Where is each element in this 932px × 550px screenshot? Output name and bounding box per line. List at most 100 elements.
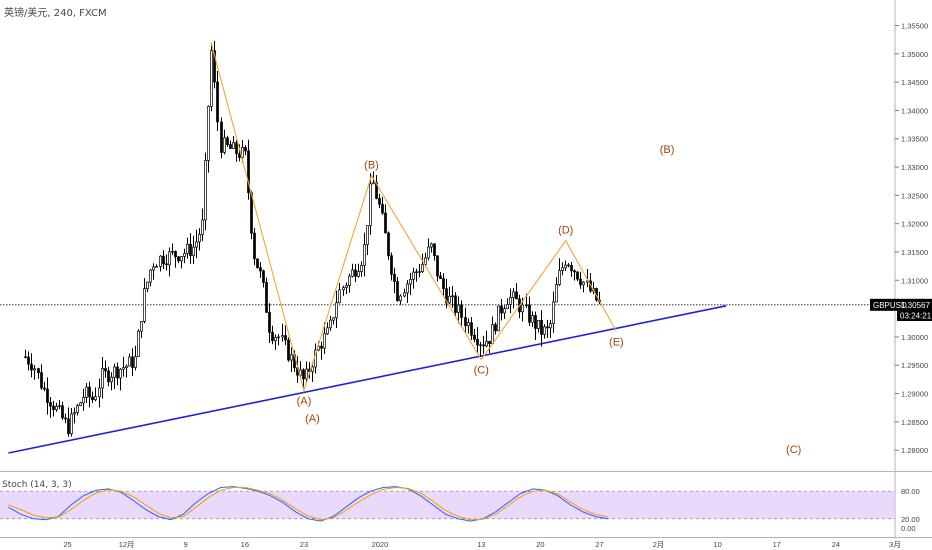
candle-body (473, 334, 476, 340)
x-tick-label: 25 (63, 540, 71, 549)
candle-body (464, 317, 467, 327)
stoch-title: Stoch (14, 3, 3) (2, 480, 72, 490)
candle-body (79, 402, 82, 406)
candle-body (430, 243, 433, 248)
candle-body (479, 344, 482, 347)
candle-body (549, 323, 552, 329)
candle-body (454, 295, 457, 313)
candle-body (113, 366, 116, 378)
candle-body (110, 376, 113, 383)
x-tick-label: 13 (477, 540, 485, 549)
x-tick-label: 16 (241, 540, 249, 549)
candle-body (216, 81, 219, 123)
symbol-title: 英镑/美元, 240, FXCM (4, 8, 107, 19)
stoch-y-tick-label: 20.00 (901, 515, 920, 524)
candle-body (332, 317, 335, 321)
candle-body (198, 234, 201, 243)
candle-body (238, 153, 241, 158)
candle-body (85, 386, 88, 398)
candle-body (152, 266, 155, 271)
candle-body (512, 291, 515, 298)
candle-body (253, 232, 256, 260)
stoch-band (0, 491, 895, 519)
candle-body (351, 269, 354, 277)
candle-body (64, 417, 67, 420)
candle-body (274, 337, 277, 342)
candle-body (491, 324, 494, 345)
trendline (8, 304, 727, 454)
candle-body (558, 270, 561, 285)
candle-body (357, 271, 360, 277)
candle-body (186, 243, 189, 254)
x-tick-label: 17 (773, 540, 781, 549)
candle-body (265, 282, 268, 313)
y-tick-label: 1.28000 (901, 446, 928, 455)
candle-body (564, 264, 567, 269)
candle-body (521, 304, 524, 313)
candle-body (180, 256, 183, 262)
candle-body (305, 368, 308, 380)
candle-body (470, 322, 473, 336)
candle-body (531, 315, 534, 323)
y-tick-label: 1.28500 (901, 418, 928, 427)
candle-body (457, 304, 460, 313)
candle-body (348, 275, 351, 286)
candle-body (399, 295, 402, 302)
candle-body (576, 271, 579, 280)
candle-body (543, 326, 546, 335)
candle-body (515, 291, 518, 300)
candle-body (204, 160, 207, 221)
candle-body (335, 302, 338, 319)
candle-body (229, 144, 232, 149)
candle-body (281, 335, 284, 338)
stoch-k-line (8, 486, 608, 522)
y-tick-label: 1.29000 (901, 390, 928, 399)
candle-body (406, 283, 409, 294)
x-tick-label: 2020 (372, 540, 389, 549)
projection-label: (A) (305, 413, 320, 425)
candle-body (119, 368, 122, 379)
candle-body (91, 396, 94, 401)
candle-body (131, 356, 134, 368)
candle-body (354, 269, 357, 277)
candle-body (476, 339, 479, 346)
candle-body (61, 405, 64, 419)
candle-body (525, 304, 528, 307)
candle-body (155, 266, 158, 268)
price-tag-price: 1.30567 (901, 301, 930, 310)
projection-label: (B) (660, 144, 675, 156)
candle-body (207, 106, 210, 161)
candle-body (201, 219, 204, 235)
x-tick-label: 12月 (119, 540, 135, 549)
wave-label: (A) (297, 396, 312, 408)
candle-body (244, 147, 247, 152)
candle-body (76, 405, 79, 413)
candle-body (58, 405, 61, 407)
candle-body (366, 225, 369, 245)
candle-body (503, 308, 506, 314)
candle-body (189, 243, 192, 256)
candle-body (338, 289, 341, 304)
candle-body (43, 387, 46, 390)
candle-body (40, 372, 43, 389)
candle-body (262, 270, 265, 283)
candle-body (146, 281, 149, 290)
candle-body (162, 255, 165, 265)
candle-body (323, 333, 326, 349)
candle-body (271, 332, 274, 342)
candle-body (582, 281, 585, 286)
candle-body (384, 212, 387, 234)
candle-body (482, 344, 485, 347)
candle-body (88, 386, 91, 398)
candle-body (561, 267, 564, 271)
candle-body (506, 304, 509, 309)
candle-body (73, 412, 76, 415)
candle-body (555, 284, 558, 303)
price-tag-countdown: 03:24:21 (900, 312, 932, 321)
candle-body (427, 246, 430, 259)
candle-body (326, 327, 329, 335)
candle-body (369, 183, 372, 226)
candle-body (409, 279, 412, 285)
x-tick-label: 23 (300, 540, 308, 549)
